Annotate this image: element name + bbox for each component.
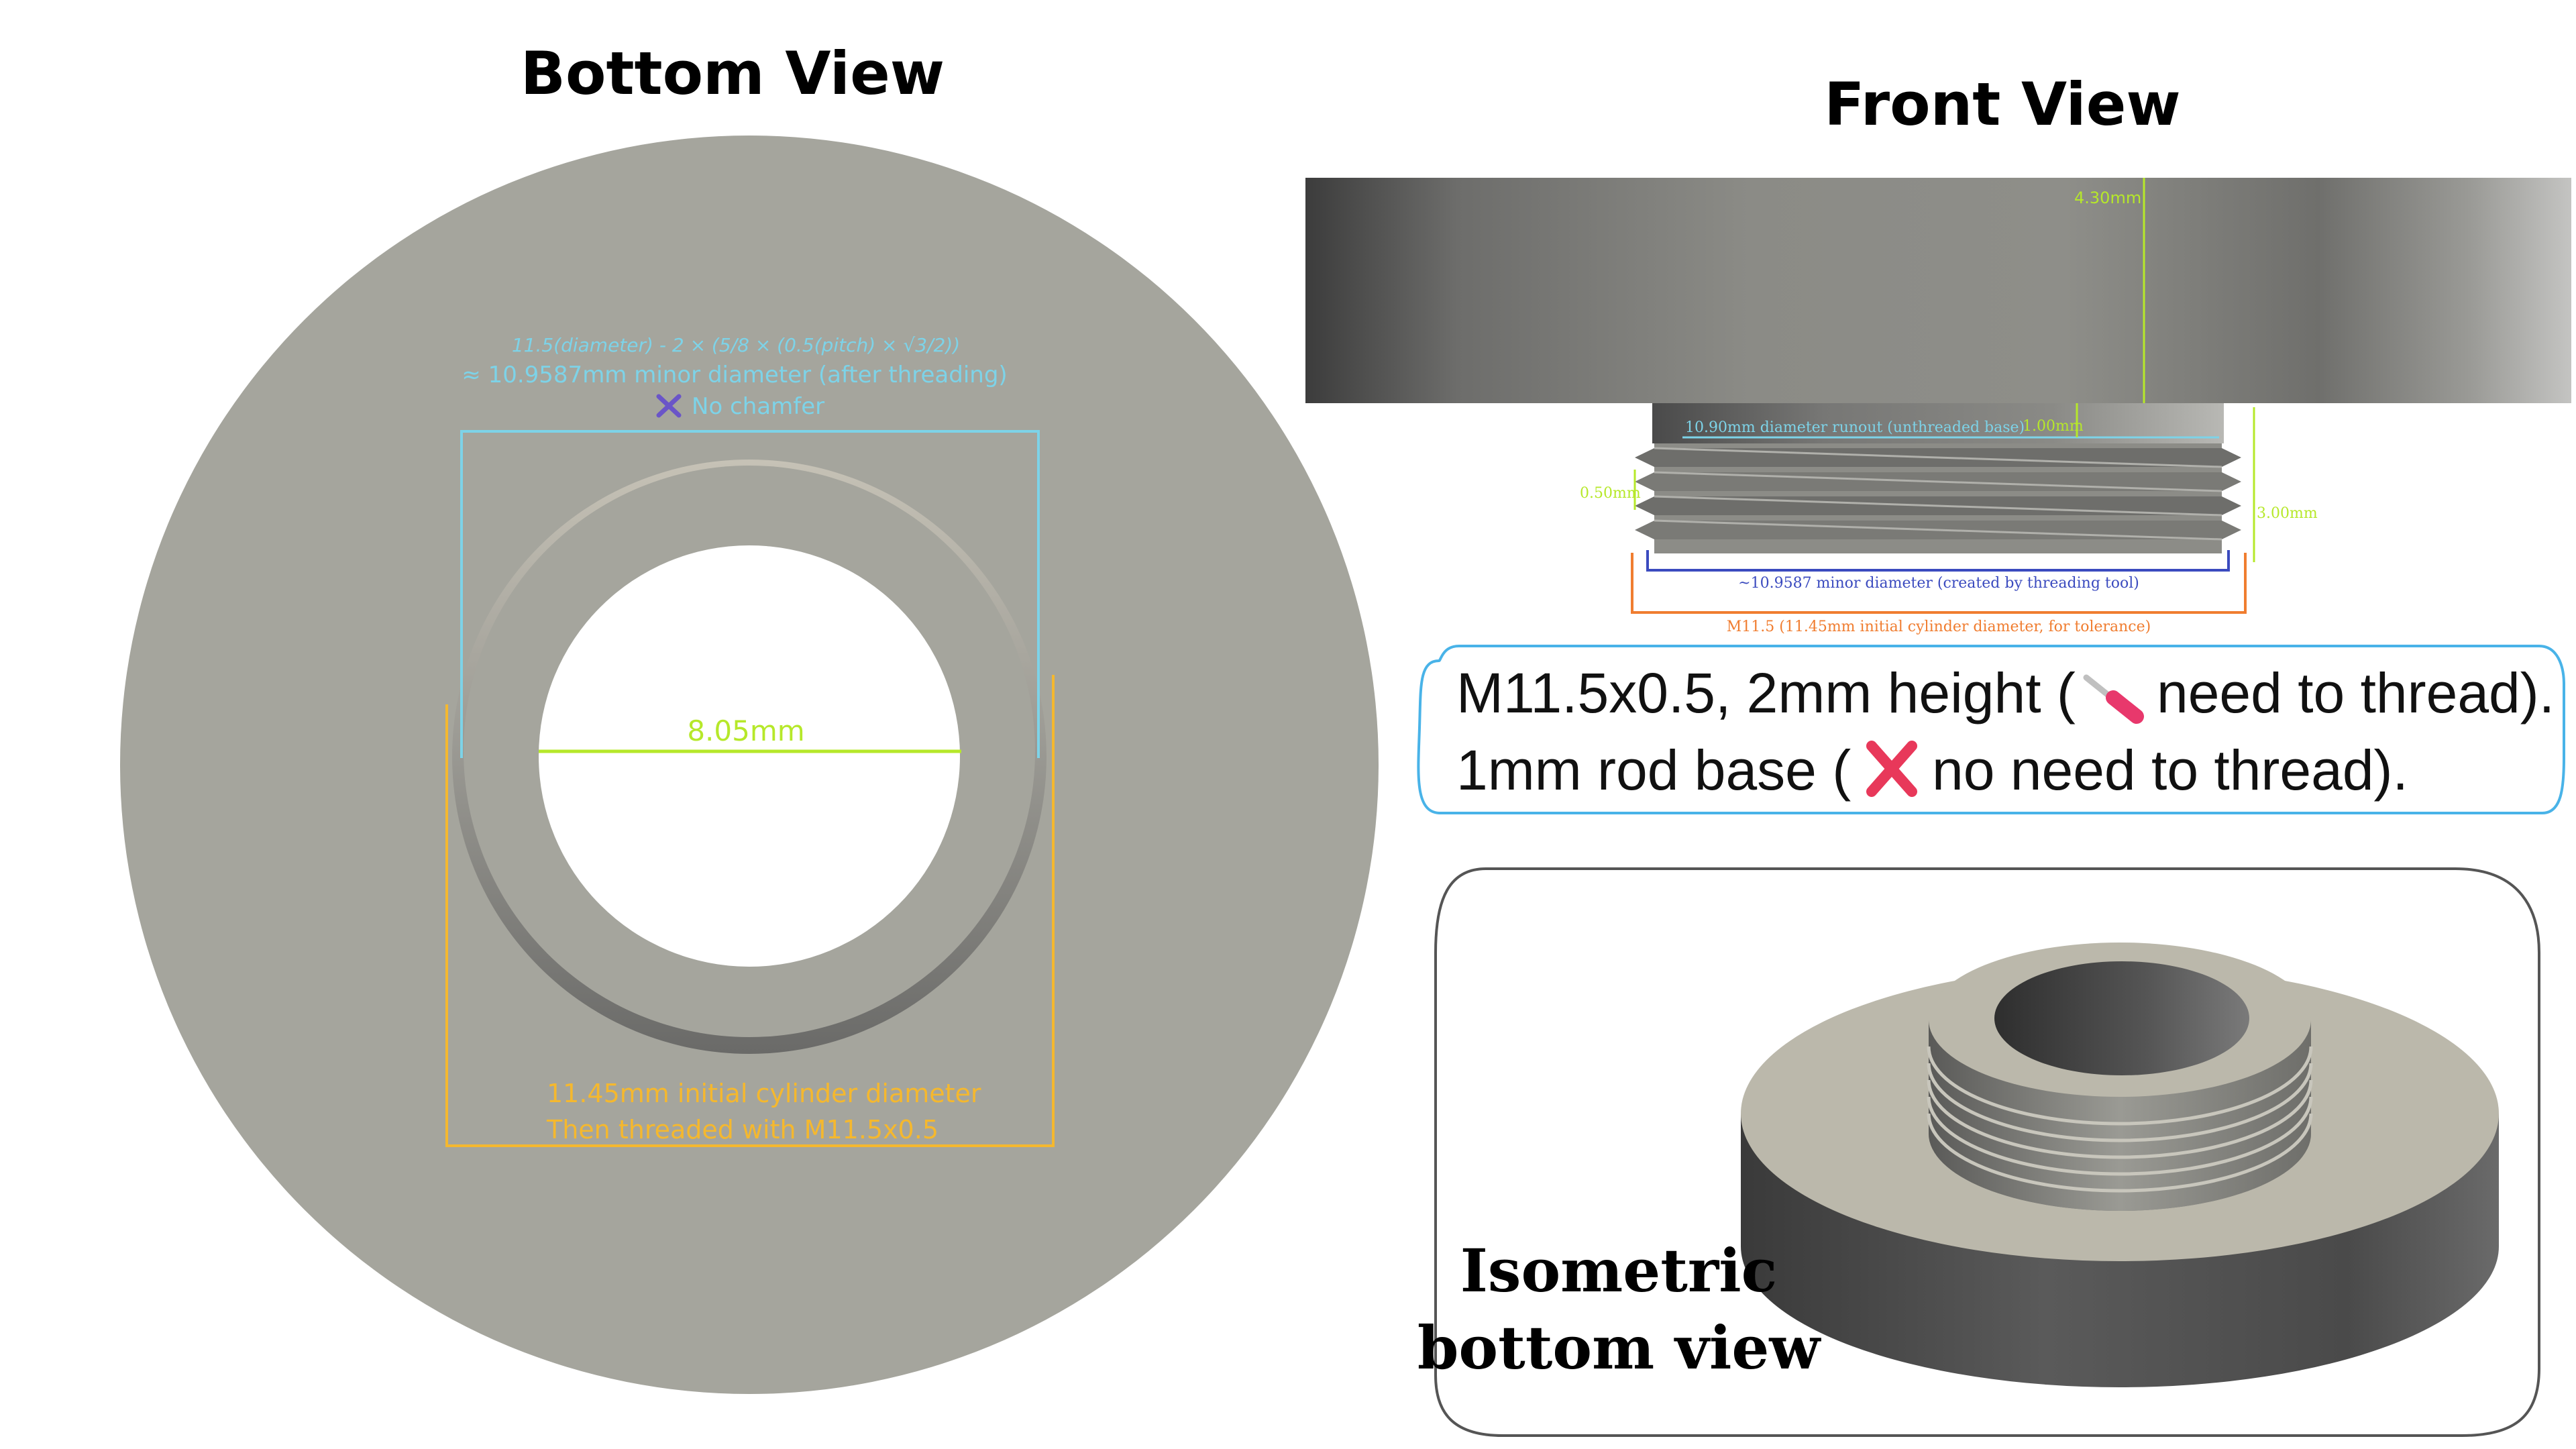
initial-diameter-note: 11.45mm initial cylinder diameter xyxy=(547,1079,981,1108)
no-chamfer-note: No chamfer xyxy=(692,393,824,420)
minor-diameter-formula: 11.5(diameter) - 2 × (5/8 × (0.5(pitch) … xyxy=(512,334,960,356)
plate-height-label: 4.30mm xyxy=(2074,189,2141,207)
thread-profile xyxy=(1635,443,2241,553)
initial-diameter-dimension xyxy=(445,675,1055,1147)
front-plate xyxy=(1305,178,2571,403)
callout-line1-post: need to thread). xyxy=(2157,661,2555,724)
threaded-note: Then threaded with M11.5x0.5 xyxy=(546,1115,938,1144)
minor-diameter-note: ≈ 10.9587mm minor diameter (after thread… xyxy=(462,362,1007,388)
minor-diameter-front-dimension xyxy=(1646,550,2230,572)
runout-height-label: 1.00mm xyxy=(2023,418,2084,435)
major-diameter-dimension xyxy=(1631,553,2247,614)
isometric-view: Isometric bottom view xyxy=(1417,867,2540,1437)
runout-label: 10.90mm diameter runout (unthreaded base… xyxy=(1685,419,2025,436)
front-view: Front View 4.30mm 10.90mm diameter runou… xyxy=(1305,70,2571,635)
callout-line1-pre: M11.5x0.5, 2mm height ( xyxy=(1456,661,2076,724)
minor-diameter-front-label: ~10.9587 minor diameter (created by thre… xyxy=(1738,575,2139,592)
cross-mark-icon xyxy=(1866,741,1917,797)
minor-diameter-dimension xyxy=(460,430,1040,758)
thread-callout: M11.5x0.5, 2mm height ( need to thread).… xyxy=(1417,645,2565,814)
no-chamfer-x-icon xyxy=(656,394,682,418)
bottom-view-title: Bottom View xyxy=(521,39,945,108)
callout-line2-pre: 1mm rod base ( xyxy=(1456,739,1851,802)
iso-hole xyxy=(1994,961,2249,1075)
callout-line2-post: no need to thread). xyxy=(1932,739,2408,802)
iso-title-line2: bottom view xyxy=(1417,1313,1822,1383)
callout-box xyxy=(1417,645,2565,814)
pitch-label: 0.50mm xyxy=(1580,485,1641,502)
iso-thread-lines xyxy=(1927,1046,2313,1193)
bottom-view: Bottom View 11.5(diameter) - 2 × (5/8 × … xyxy=(120,39,1379,1394)
thread-height-label: 3.00mm xyxy=(2257,505,2318,522)
screwdriver-icon xyxy=(2083,674,2144,724)
major-diameter-label: M11.5 (11.45mm initial cylinder diameter… xyxy=(1727,619,2151,635)
iso-title-line1: Isometric xyxy=(1460,1236,1778,1305)
hole-diameter-label: 8.05mm xyxy=(687,714,804,747)
front-view-title: Front View xyxy=(1824,70,2180,139)
center-hole xyxy=(539,545,960,967)
